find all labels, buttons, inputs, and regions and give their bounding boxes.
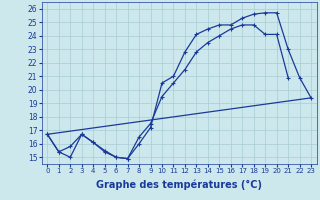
X-axis label: Graphe des températures (°C): Graphe des températures (°C): [96, 180, 262, 190]
